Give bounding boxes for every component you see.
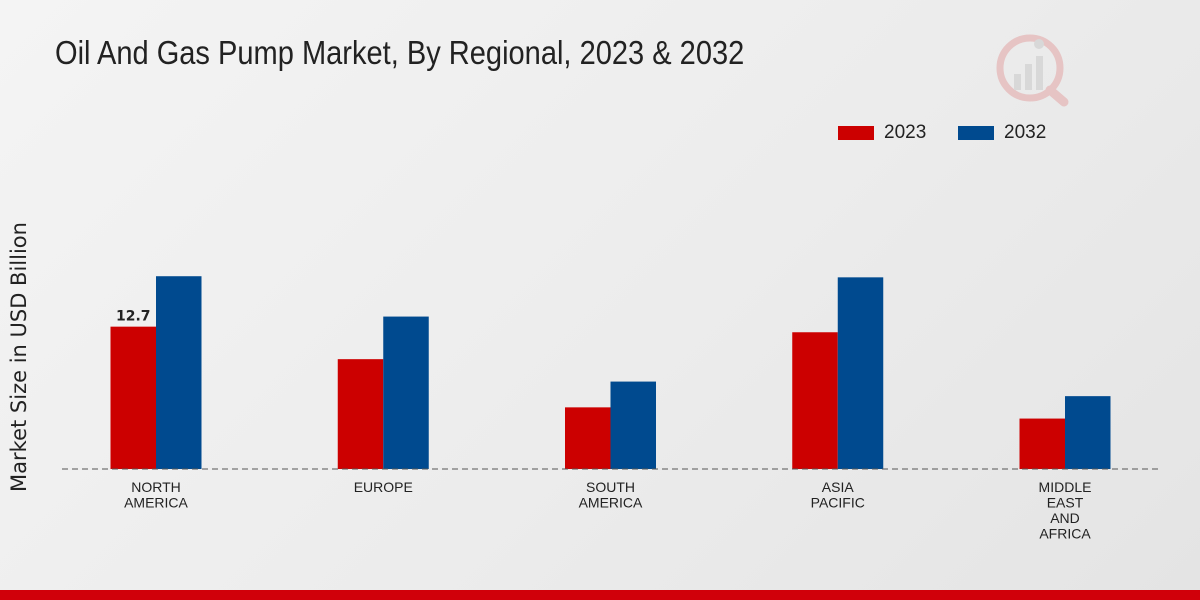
- bar-2023-1: [337, 359, 384, 469]
- legend-swatch-2032: [958, 126, 994, 140]
- x-tick-label-2: SOUTH AMERICA: [579, 479, 643, 511]
- bar-2032-2: [610, 381, 656, 469]
- legend-label-2023: 2023: [884, 122, 927, 143]
- y-axis-label: Market Size in USD Billion: [7, 222, 31, 492]
- legend-swatch-2023: [838, 126, 874, 140]
- x-tick-label-1: EUROPE: [354, 479, 413, 495]
- x-tick-label-line: AFRICA: [1039, 526, 1091, 542]
- x-tick-label-line: SOUTH: [586, 479, 635, 495]
- x-tick-label-line: AND: [1050, 510, 1080, 526]
- x-tick-label-line: EUROPE: [354, 479, 413, 495]
- x-tick-label-line: PACIFIC: [811, 495, 865, 511]
- x-tick-label-3: ASIA PACIFIC: [811, 479, 865, 511]
- footer-accent-bar: [0, 590, 1200, 600]
- bar-2023-3: [792, 332, 838, 469]
- x-tick-label-4: MIDDLE EAST AND AFRICA: [1039, 479, 1092, 542]
- bar-2023-4: [1019, 418, 1065, 469]
- bar-2023-2: [565, 407, 611, 469]
- x-tick-label-0: NORTH AMERICA: [124, 479, 188, 511]
- x-tick-label-line: AMERICA: [124, 495, 188, 511]
- x-tick-label-line: MIDDLE: [1039, 479, 1092, 495]
- x-tick-label-line: NORTH: [131, 479, 181, 495]
- brand-logo-icon: [996, 34, 1069, 107]
- data-label-0: 12.7: [116, 309, 151, 325]
- x-tick-label-line: AMERICA: [579, 495, 643, 511]
- bar-2023-0: [110, 326, 156, 469]
- legend-item-2032: 2032: [958, 122, 1046, 144]
- bar-2032-1: [383, 316, 429, 469]
- bar-2032-4: [1065, 396, 1111, 469]
- x-tick-label-line: ASIA: [822, 479, 855, 495]
- bar-2032-0: [156, 276, 202, 469]
- legend-label-2032: 2032: [1004, 122, 1047, 143]
- x-tick-label-line: EAST: [1047, 495, 1084, 511]
- chart-title: Oil And Gas Pump Market, By Regional, 20…: [55, 34, 745, 71]
- legend-item-2023: 2023: [838, 122, 926, 144]
- bar-2032-3: [837, 277, 884, 469]
